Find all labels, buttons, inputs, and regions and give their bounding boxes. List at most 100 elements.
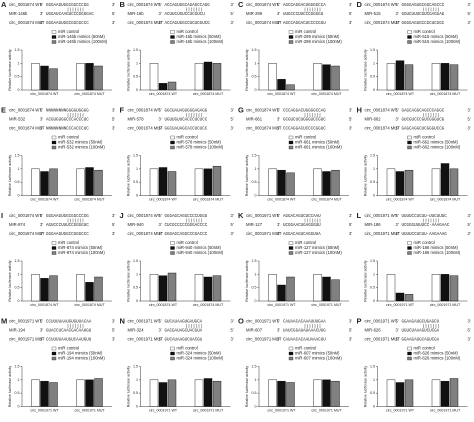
x-tick-label: circ_0001874 MUT <box>74 303 105 307</box>
sequence-end: 3' <box>231 2 234 7</box>
bar <box>322 64 331 91</box>
sequence-name: circ_0001874 MUT <box>128 126 164 131</box>
sequence-end: 3' <box>277 222 280 227</box>
y-tick-label: 1 <box>136 61 138 65</box>
legend-label: miR-194 mimics (50nM) <box>58 351 103 356</box>
sequence: GGGAGCAGGCCCGACCC <box>165 233 208 237</box>
sequence: UAUCGGAUAUAAACUUG <box>283 330 326 334</box>
bar <box>76 63 85 91</box>
legend-swatch <box>407 241 412 245</box>
legend-label: miR-874 mimics (50nM) <box>58 245 103 250</box>
sequence-name: circ_0001971 MUT <box>246 231 282 236</box>
bar <box>286 84 295 91</box>
bar <box>395 171 405 196</box>
legend-label: miR control <box>177 240 198 245</box>
panel-letter: J <box>120 211 124 220</box>
legend-label: miR-186 mimics (100nM) <box>414 250 461 255</box>
legend-swatch <box>407 40 412 44</box>
y-tick-label: 0.5 <box>15 180 20 184</box>
bar <box>286 382 295 407</box>
y-axis-label: Relative luciferase activity <box>363 155 367 197</box>
sequence-end: 5' <box>396 337 399 342</box>
y-tick-label: 0 <box>18 299 20 303</box>
bar <box>158 167 168 196</box>
bar <box>277 79 286 91</box>
legend-label: miR-940 mimics (100nM) <box>177 250 224 255</box>
legend-swatch <box>170 351 175 356</box>
sequence-end: 3' <box>231 213 234 218</box>
x-tick-label: circ_0001874 WT <box>30 303 59 307</box>
legend-swatch <box>288 246 294 250</box>
x-tick-label: circ_0001971 MUT <box>193 408 224 412</box>
sequence: GAGCAGGCAGCCCAGGC <box>402 110 445 114</box>
legend-swatch <box>288 241 294 245</box>
legend-swatch <box>51 140 57 145</box>
y-tick-label: 1 <box>373 272 375 276</box>
legend-label: miR-515 mimics (50nM) <box>414 34 459 39</box>
sequence: GUCGUCCCGUCGGGUCG <box>402 119 445 123</box>
sequence-end: 5' <box>231 11 234 16</box>
y-tick-label: 1 <box>136 167 138 171</box>
bar <box>85 167 94 196</box>
y-tick-label: 0 <box>18 88 20 92</box>
y-tick-label: 1.5 <box>370 364 375 368</box>
y-tick-label: 1.5 <box>370 259 375 263</box>
x-tick-label: circ_0001874 MUT <box>74 197 105 201</box>
sequence: CCCAGGACUCCCCGGUC <box>283 128 326 132</box>
legend-swatch <box>288 346 294 351</box>
sequence-name: circ_0001971 MUT <box>365 231 401 236</box>
legend-label: miR-299 mimics (50nM) <box>295 34 340 39</box>
legend-swatch <box>407 135 412 140</box>
legend-label: miR control <box>414 240 435 245</box>
legend-swatch <box>170 40 175 44</box>
sequence-name: circ_0001874 MUT <box>246 126 282 131</box>
y-tick-label: 1.5 <box>370 48 375 52</box>
legend-label: miR-607 mimics (50nM) <box>295 351 340 356</box>
bar <box>286 172 295 196</box>
y-tick-label: 0.5 <box>15 286 20 290</box>
sequence-end: 5' <box>112 222 115 227</box>
y-tick-label: 0.5 <box>133 391 138 395</box>
x-tick-label: circ_0001971 WT <box>386 408 415 412</box>
y-tick-label: 0 <box>18 193 20 197</box>
sequence-end: 5' <box>159 337 162 342</box>
panel-letter: D <box>357 0 363 9</box>
y-tick-label: 1 <box>255 167 257 171</box>
bar <box>158 275 168 302</box>
sequence: GUCAUAAGUCUACGU <box>165 339 203 343</box>
legend-label: miR-578 mimics (100nM) <box>177 145 224 150</box>
sequence-end: 3' <box>277 11 280 16</box>
sequence-end: 5' <box>277 319 280 324</box>
bar <box>212 275 222 302</box>
bar <box>76 168 85 196</box>
sequence: GUCAUAAGUGAUGCA <box>165 321 203 325</box>
y-tick-label: 0.5 <box>133 286 138 290</box>
legend-label: miR control <box>58 29 79 34</box>
legend-label: miR-661 mimics (50nM) <box>295 140 340 145</box>
sequence-end: 5' <box>349 11 352 16</box>
sequence-name: circ_0001874 WT <box>128 2 161 7</box>
bar <box>331 169 340 196</box>
sequence-name: MIR-578 <box>128 117 145 122</box>
bar <box>386 274 396 302</box>
legend-label: miR-324 mimics (50nM) <box>177 351 222 356</box>
sequence-name: MIR-324 <box>128 328 145 333</box>
sequence-end: 3' <box>159 117 162 122</box>
legend-label: miR control <box>295 29 316 34</box>
legend-swatch <box>288 35 294 39</box>
sequence: ACGUGUGGCCCACCCUC <box>46 119 89 123</box>
legend-label: miR-532 mimics (100nM) <box>58 145 105 150</box>
sequence-name: circ_0001971 WT <box>246 319 279 324</box>
sequence: CAUAACACAAUAAACUU <box>283 339 326 343</box>
x-tick-label: circ_0001874 WT <box>386 197 415 201</box>
y-tick-label: 0 <box>255 404 257 408</box>
sequence-end: 3' <box>396 328 399 333</box>
sequence-name: circ_0001874 WT <box>9 108 42 113</box>
legend-swatch <box>288 135 294 140</box>
y-tick-label: 1 <box>18 61 20 65</box>
sequence: UCGGGUUUUCC-AAAGAAC <box>402 224 450 228</box>
panel-letter: I <box>1 211 3 220</box>
sequence: UUUUCCUCUU-AAGAAAG <box>402 233 448 237</box>
